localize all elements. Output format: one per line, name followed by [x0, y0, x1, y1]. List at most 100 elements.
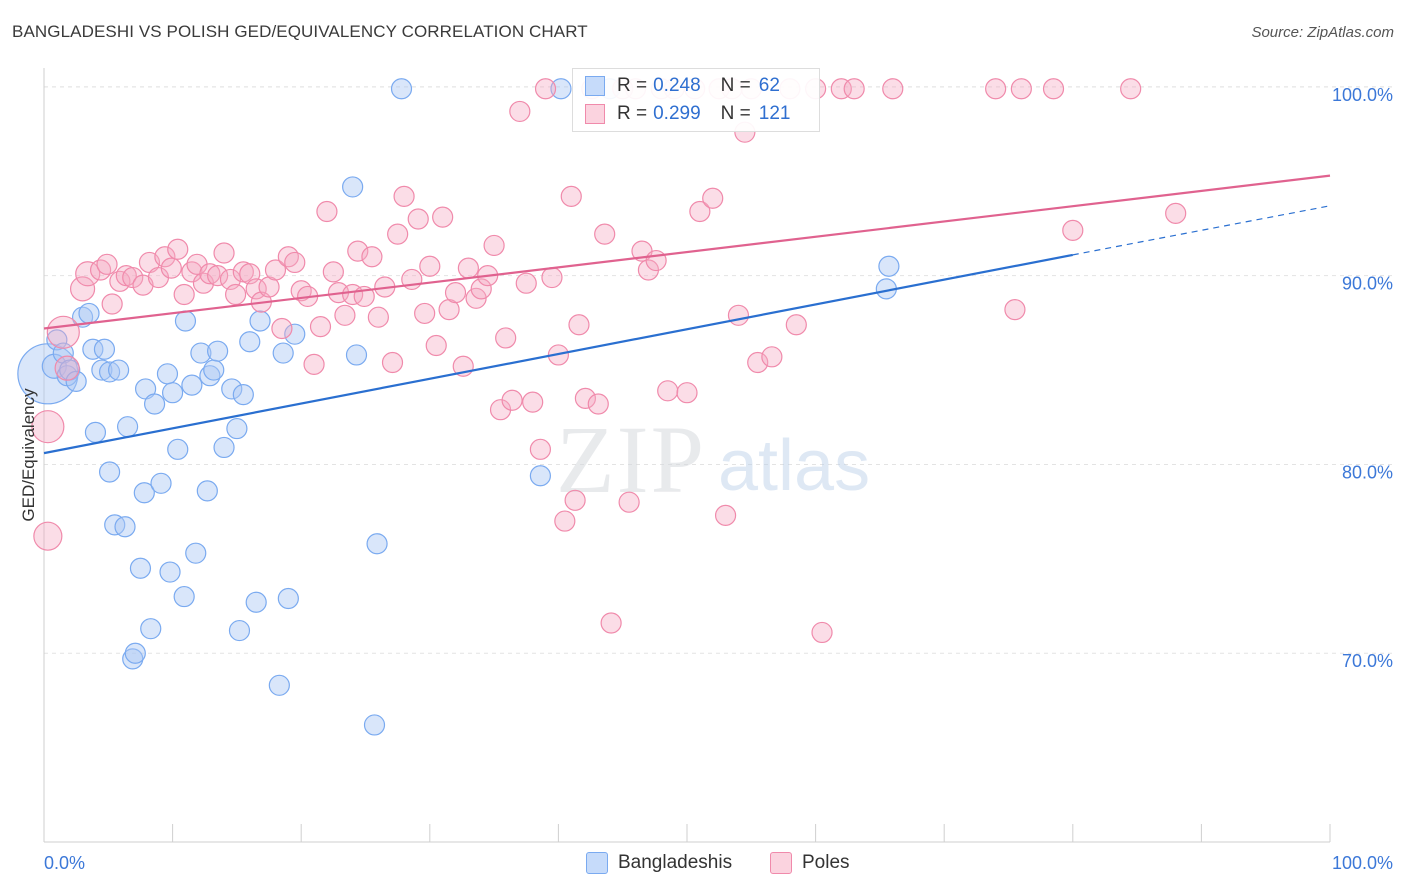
data-point	[882, 78, 904, 100]
data-point	[284, 251, 306, 274]
data-point	[425, 334, 447, 357]
watermark: ZIP atlas	[556, 406, 870, 513]
data-point	[159, 561, 181, 583]
chart-source: Source: ZipAtlas.com	[1251, 24, 1394, 41]
data-point	[272, 342, 294, 364]
stats-legend-row-bangladeshis: R = 0.248 N = 62	[585, 73, 780, 99]
y-tick-label: 100.0%	[1332, 85, 1393, 105]
data-point	[1004, 299, 1026, 321]
data-point	[457, 257, 479, 279]
data-point	[249, 310, 271, 332]
legend-swatch-blue	[585, 76, 605, 96]
data-point	[271, 317, 293, 340]
data-point	[444, 282, 467, 304]
data-point	[75, 261, 101, 287]
data-point	[367, 306, 389, 328]
data-point	[133, 482, 155, 504]
data-point	[522, 391, 544, 413]
data-point	[303, 353, 325, 375]
data-point	[268, 674, 290, 696]
legend-n-label: N =	[720, 75, 751, 96]
data-point	[207, 265, 229, 287]
legend-swatch-pink	[770, 852, 792, 874]
data-point	[811, 621, 833, 644]
data-point	[657, 380, 679, 402]
y-tick-label: 90.0%	[1342, 274, 1393, 294]
data-point	[509, 100, 531, 123]
chart-title: BANGLADESHI VS POLISH GED/EQUIVALENCY CO…	[12, 22, 588, 41]
series-bangladeshis	[17, 78, 900, 736]
legend-item-bangladeshis[interactable]: Bangladeshis	[586, 852, 732, 874]
data-point	[122, 648, 144, 670]
data-point	[190, 342, 212, 364]
data-point	[432, 206, 454, 228]
data-point	[689, 200, 711, 223]
data-point	[124, 642, 146, 664]
data-point	[676, 382, 698, 404]
data-point	[228, 619, 251, 642]
data-point	[140, 618, 162, 640]
data-point	[84, 421, 107, 443]
data-point	[213, 242, 235, 264]
data-point	[550, 78, 572, 100]
axes	[43, 68, 1331, 843]
data-point	[203, 359, 225, 381]
data-point	[162, 382, 184, 404]
data-point	[264, 259, 287, 281]
data-point	[91, 359, 113, 381]
data-point	[702, 187, 724, 209]
data-point	[225, 283, 247, 306]
data-point	[54, 355, 80, 381]
data-point	[1062, 219, 1084, 241]
data-point	[109, 270, 131, 292]
data-point	[587, 393, 609, 415]
data-point	[843, 78, 865, 100]
x-tick-label: 0.0%	[44, 853, 85, 873]
data-point	[82, 338, 104, 360]
data-point	[534, 78, 557, 100]
trend-line-extension	[1072, 205, 1331, 256]
data-point	[600, 612, 622, 634]
x-tick-label: 100.0%	[1332, 853, 1393, 873]
data-point	[98, 461, 121, 483]
data-point	[1165, 202, 1187, 224]
legend-r-value: 0.299	[653, 103, 701, 124]
legend-label-poles: Poles	[802, 852, 850, 873]
legend-n-value: 62	[758, 75, 780, 96]
data-point	[347, 240, 369, 262]
data-point	[618, 491, 640, 513]
data-point	[277, 246, 299, 268]
legend-swatch-pink	[585, 104, 605, 124]
data-point	[334, 304, 356, 326]
trend-line	[43, 174, 1331, 330]
data-point	[107, 359, 130, 381]
data-point	[483, 234, 505, 257]
data-point	[564, 489, 586, 511]
data-point	[116, 416, 139, 438]
data-point	[645, 249, 667, 272]
data-point	[465, 287, 487, 309]
series-legend: Bangladeshis Poles	[0, 852, 1406, 878]
data-point	[366, 533, 388, 555]
data-point	[132, 274, 154, 296]
data-point	[1042, 78, 1065, 100]
data-point	[1120, 78, 1142, 100]
data-point	[554, 510, 576, 532]
data-point	[574, 387, 597, 409]
data-point	[390, 78, 413, 100]
data-point	[65, 370, 87, 392]
data-point	[150, 472, 172, 494]
data-point	[361, 246, 383, 268]
data-point	[46, 329, 68, 351]
watermark-atlas: atlas	[718, 426, 870, 506]
legend-item-poles[interactable]: Poles	[770, 852, 850, 874]
data-point	[185, 542, 207, 564]
data-point	[101, 293, 123, 315]
data-point	[529, 438, 551, 460]
data-point	[594, 223, 616, 245]
data-point	[196, 480, 218, 502]
data-point	[470, 278, 492, 300]
data-point	[89, 259, 112, 281]
data-point	[93, 338, 116, 360]
